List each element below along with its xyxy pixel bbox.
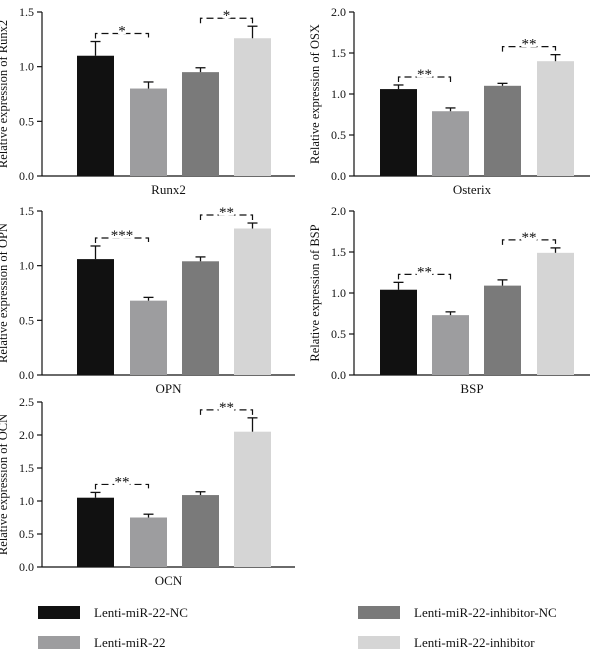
bar-3 xyxy=(484,85,521,176)
y-tick-label: 1.5 xyxy=(331,46,346,60)
bar-2 xyxy=(432,315,469,375)
bar-3 xyxy=(182,72,219,176)
significance-bracket xyxy=(199,409,254,415)
y-tick-label: 2.0 xyxy=(331,5,346,19)
bar-1 xyxy=(77,259,114,375)
y-tick-label: 0.5 xyxy=(19,114,34,128)
y-tick-label: 0.0 xyxy=(19,368,34,382)
legend-swatch xyxy=(38,636,80,649)
y-tick-label: 2.0 xyxy=(19,428,34,442)
x-axis-label: OPN xyxy=(155,381,182,396)
chart-panel-4: 0.0 0.5 1.0 1.5 2.0 Relative expression of BS… xyxy=(308,204,590,396)
chart-panel-2: 0.0 0.5 1.0 1.5 2.0 Relative expression of OS… xyxy=(308,5,590,197)
bar-3 xyxy=(182,261,219,375)
legend-swatch xyxy=(38,606,80,619)
significance-label: ** xyxy=(522,230,537,246)
y-tick-label: 0.5 xyxy=(331,128,346,142)
x-axis-label: Runx2 xyxy=(151,182,186,197)
significance-bracket xyxy=(397,273,452,280)
significance-bracket xyxy=(94,237,150,243)
bar-4 xyxy=(537,61,574,177)
x-axis-label: OCN xyxy=(155,573,183,588)
legend: Lenti-miR-22-NC Lenti-miR-22 Lenti-miR-22-… xyxy=(38,605,557,650)
significance-bracket xyxy=(199,214,254,221)
bar-1 xyxy=(380,89,417,176)
bar-3 xyxy=(484,285,521,375)
y-tick-label: 1.0 xyxy=(19,60,34,74)
y-tick-label: 1.0 xyxy=(331,87,346,101)
bar-4 xyxy=(234,38,271,176)
legend-label: Lenti-miR-22-NC xyxy=(94,605,188,620)
significance-bracket xyxy=(94,32,150,39)
significance-bracket xyxy=(199,17,254,24)
legend-label: Lenti-miR-22-inhibitor xyxy=(414,635,535,650)
y-axis-label: Relative expression of Runx2 xyxy=(0,20,10,168)
significance-label: ** xyxy=(522,37,537,53)
y-tick-label: 0.5 xyxy=(331,327,346,341)
bar-1 xyxy=(77,497,114,567)
y-tick-label: 1.0 xyxy=(19,494,34,508)
legend-swatch xyxy=(358,636,400,649)
significance-label: * xyxy=(223,8,231,24)
y-tick-label: 1.5 xyxy=(19,461,34,475)
y-tick-label: 2.0 xyxy=(331,204,346,218)
significance-label: ** xyxy=(219,205,234,221)
y-tick-label: 1.5 xyxy=(19,204,34,218)
y-axis-label: Relative expression of BSP xyxy=(308,224,322,361)
chart-panels: 0.0 0.5 1.0 1.5 Relative expression of Runx2… xyxy=(0,5,590,588)
y-tick-label: 0.0 xyxy=(331,368,346,382)
y-tick-label: 2.5 xyxy=(19,395,34,409)
bar-1 xyxy=(380,289,417,375)
y-tick-label: 0.5 xyxy=(19,527,34,541)
significance-label: ** xyxy=(219,400,234,416)
x-axis-label: BSP xyxy=(460,381,483,396)
significance-label: ** xyxy=(115,474,130,490)
significance-label: *** xyxy=(111,228,134,244)
bar-2 xyxy=(130,517,167,567)
y-tick-label: 1.5 xyxy=(331,245,346,259)
bar-3 xyxy=(182,495,219,567)
bar-4 xyxy=(537,252,574,375)
y-tick-label: 0.5 xyxy=(19,313,34,327)
chart-panel-1: 0.0 0.5 1.0 1.5 Relative expression of Runx2… xyxy=(0,5,295,197)
bar-4 xyxy=(234,228,271,375)
y-tick-label: 1.0 xyxy=(331,286,346,300)
bar-1 xyxy=(77,55,114,176)
bar-4 xyxy=(234,431,271,567)
legend-label: Lenti-miR-22 xyxy=(94,635,166,650)
chart-panel-5: 0.0 0.5 1.0 1.5 2.0 2.5 Relative expression of… xyxy=(0,395,295,588)
significance-label: * xyxy=(118,24,126,40)
y-axis-label: Relative expression of OPN xyxy=(0,223,10,363)
bar-2 xyxy=(130,88,167,176)
legend-item-4: Lenti-miR-22-inhibitor xyxy=(358,635,535,650)
y-tick-label: 0.0 xyxy=(19,560,34,574)
y-tick-label: 0.0 xyxy=(19,169,34,183)
legend-item-3: Lenti-miR-22-inhibitor-NC xyxy=(358,605,557,620)
significance-label: ** xyxy=(417,67,432,83)
significance-bracket xyxy=(501,46,557,52)
legend-label: Lenti-miR-22-inhibitor-NC xyxy=(414,605,557,620)
y-tick-label: 0.0 xyxy=(331,169,346,183)
bar-2 xyxy=(130,300,167,375)
y-axis-label: Relative expression of OSX xyxy=(308,24,322,164)
y-tick-label: 1.0 xyxy=(19,259,34,273)
significance-label: ** xyxy=(417,264,432,280)
legend-item-1: Lenti-miR-22-NC xyxy=(38,605,188,620)
legend-item-2: Lenti-miR-22 xyxy=(38,635,166,650)
legend-swatch xyxy=(358,606,400,619)
significance-bracket xyxy=(397,76,452,82)
y-tick-label: 1.5 xyxy=(19,5,34,19)
x-axis-label: Osterix xyxy=(453,182,492,197)
significance-bracket xyxy=(501,239,557,245)
chart-panel-3: 0.0 0.5 1.0 1.5 Relative expression of OPN OP… xyxy=(0,203,295,396)
y-axis-label: Relative expression of OCN xyxy=(0,414,10,555)
bar-2 xyxy=(432,111,469,176)
significance-bracket xyxy=(94,483,150,490)
